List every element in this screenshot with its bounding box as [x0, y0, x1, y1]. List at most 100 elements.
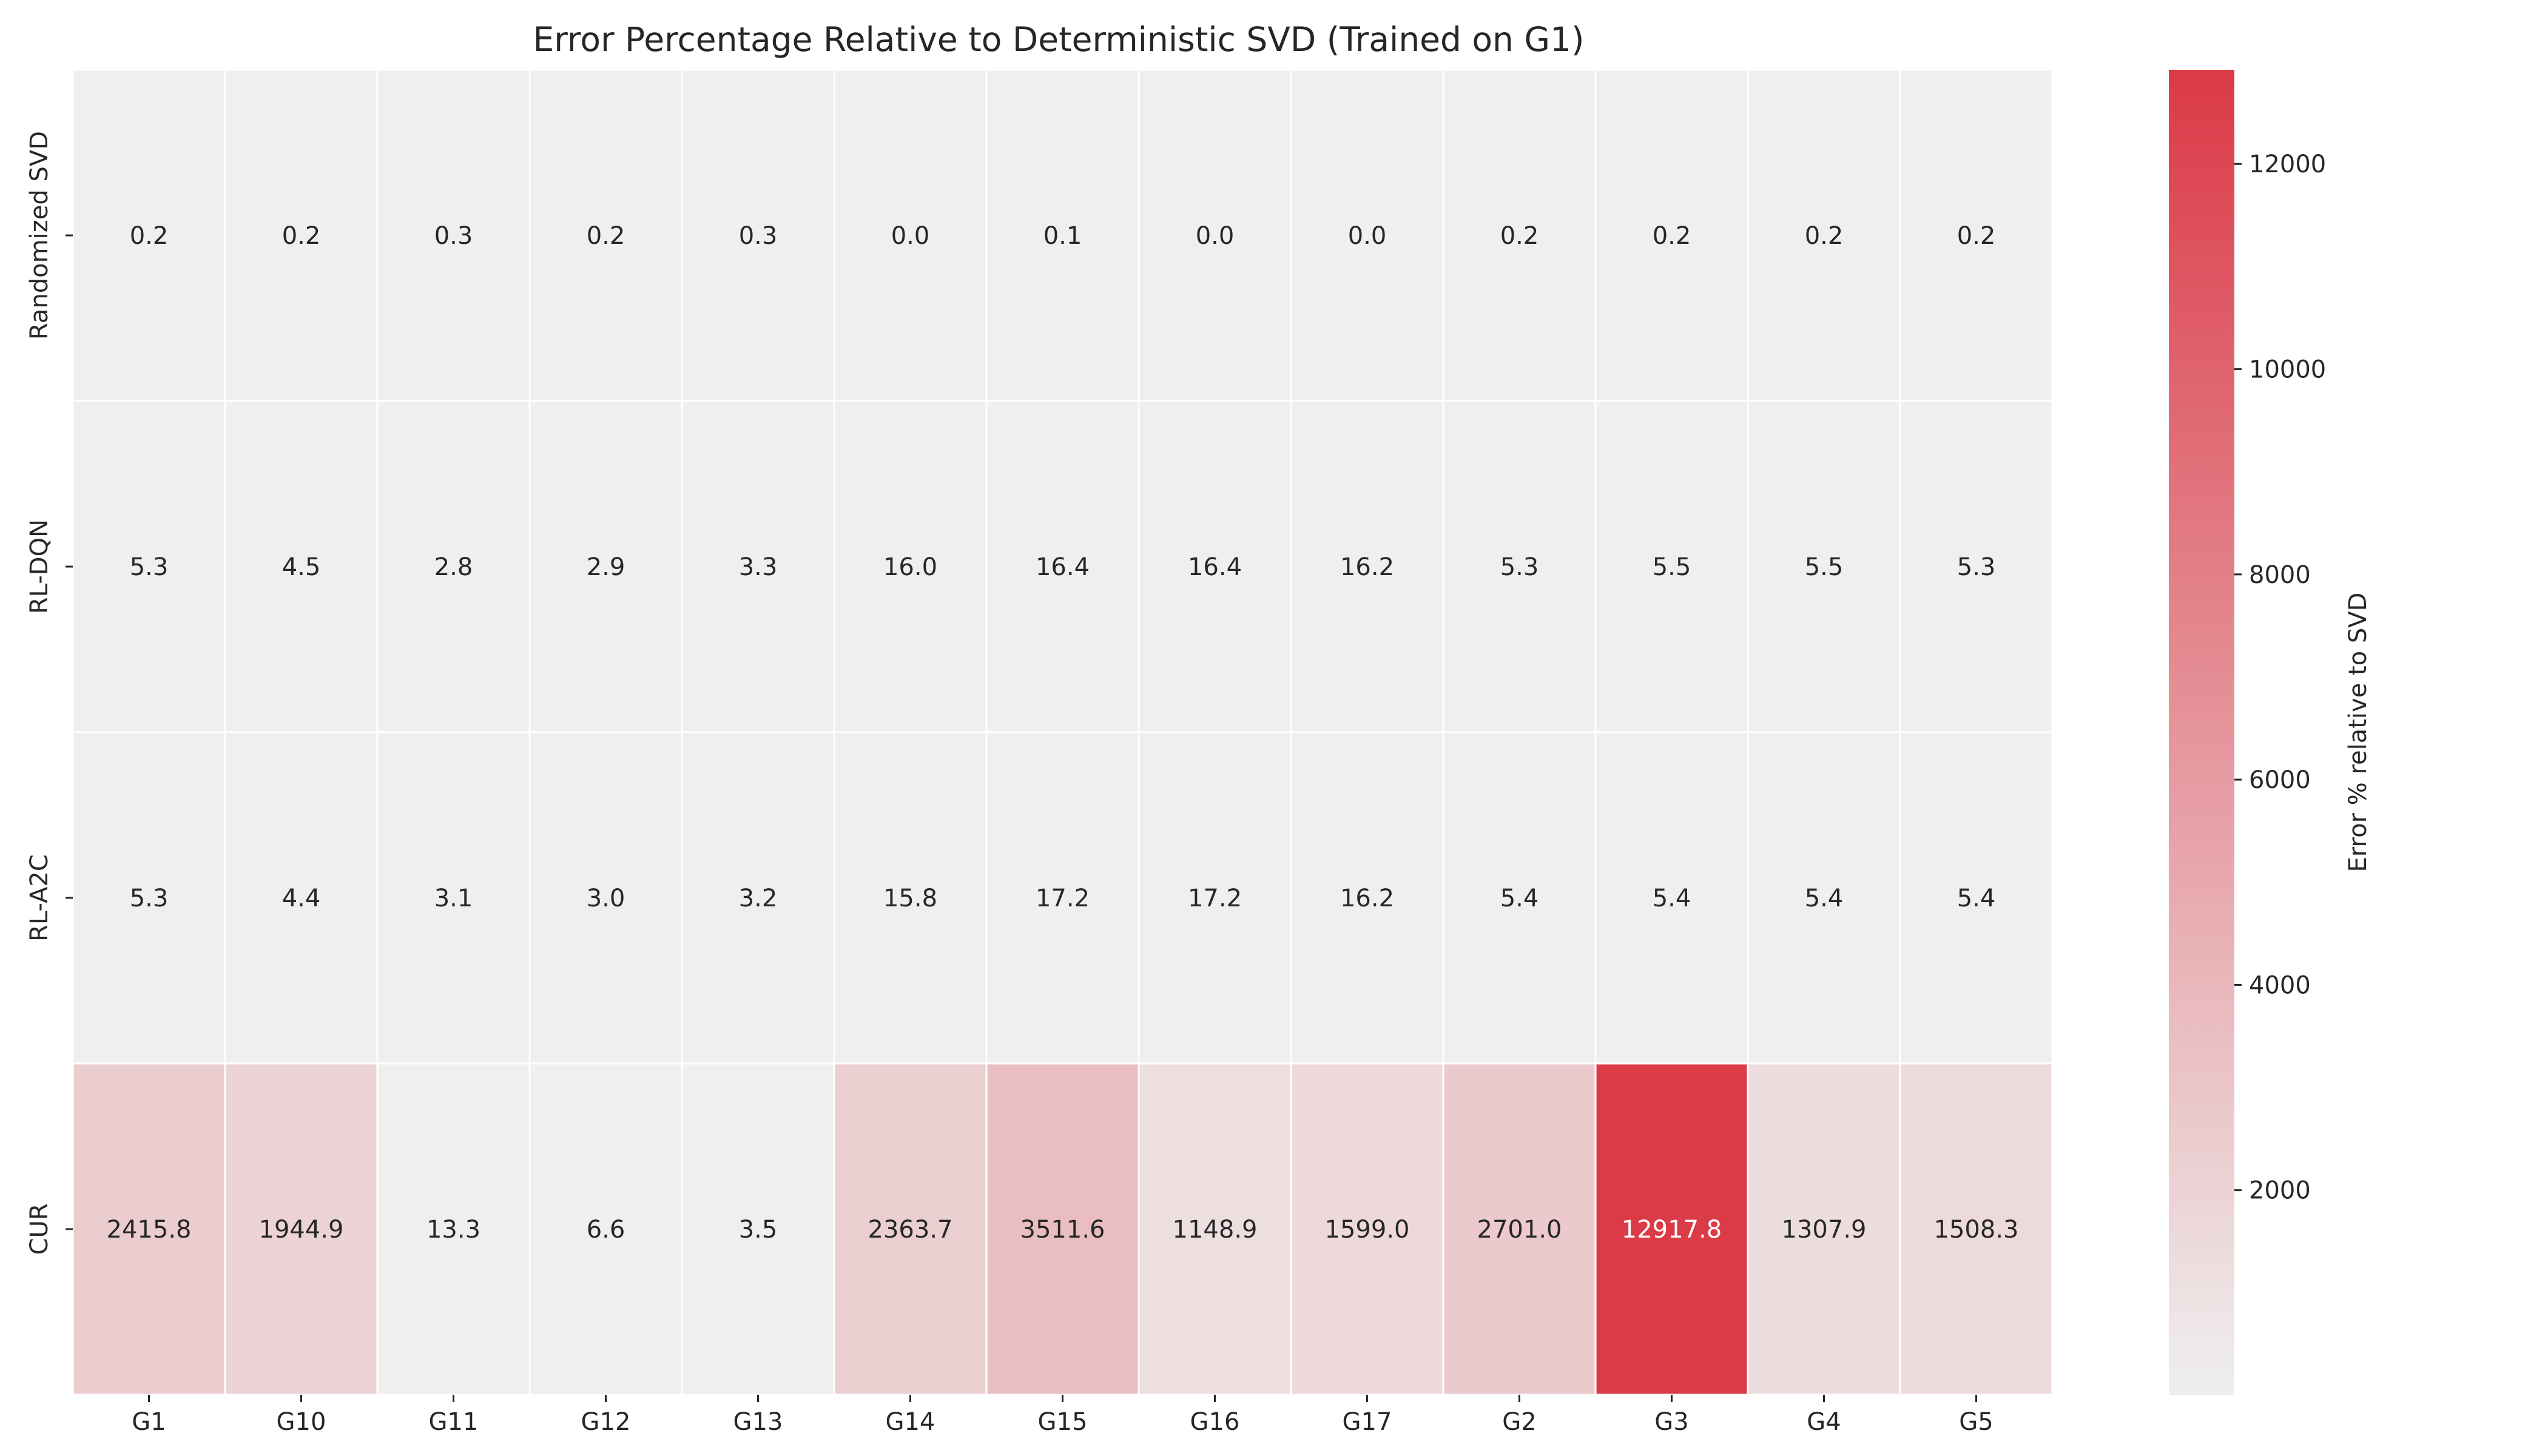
y-tick-label: RL-DQN: [25, 519, 53, 614]
cell-value-label: 0.2: [282, 222, 321, 250]
cell-value-label: 5.4: [1957, 885, 1996, 912]
colorbar-label: Error % relative to SVD: [2344, 593, 2372, 872]
cell-value-label: 0.2: [1653, 222, 1691, 250]
heatmap-cell: [376, 69, 531, 402]
heatmap-cell: [1594, 1062, 1749, 1396]
heatmap-cell: [1138, 400, 1292, 733]
cell-value-label: 5.4: [1653, 885, 1691, 912]
heatmap-cell: [72, 731, 226, 1065]
cell-value-label: 5.4: [1500, 885, 1539, 912]
heatmap-cell: [1899, 1062, 2054, 1396]
heatmap-cell: [224, 400, 379, 733]
x-tick-label: G13: [733, 1408, 783, 1436]
cell-value-label: 0.0: [1348, 222, 1387, 250]
cell-value-label: 0.2: [587, 222, 625, 250]
heatmap-cell: [72, 400, 226, 733]
cell-value-label: 4.5: [282, 553, 321, 581]
chart-title: Error Percentage Relative to Determinist…: [533, 20, 1585, 59]
heatmap-cell: [376, 400, 531, 733]
colorbar-tick-label: 12000: [2249, 150, 2326, 178]
x-tick-label: G17: [1343, 1408, 1392, 1436]
cell-value-label: 0.3: [739, 222, 778, 250]
y-tick-label: Randomized SVD: [25, 131, 53, 340]
x-tick-label: G12: [581, 1408, 631, 1436]
y-axis-labels: Randomized SVD RL-DQN RL-A2C CUR: [25, 131, 73, 1255]
cell-value-label: 2415.8: [107, 1216, 192, 1244]
heatmap-cell: [1290, 1062, 1444, 1396]
cell-value-label: 13.3: [426, 1216, 480, 1244]
heatmap-cell: [72, 1062, 226, 1396]
cell-value-label: 5.3: [130, 885, 169, 912]
cell-value-label: 5.5: [1653, 553, 1691, 581]
heatmap-cell: [833, 1062, 988, 1396]
heatmap-cells: 0.2 0.2 0.3 0.2 0.3 0.0 0.1 0.0 0.0 0.2 0.2 0.2 0.2 5…: [72, 69, 2054, 1396]
cell-value-label: 0.0: [1196, 222, 1235, 250]
y-tick-label: RL-A2C: [25, 854, 53, 942]
heatmap-cell: [1899, 731, 2054, 1065]
heatmap-cell: [224, 69, 379, 402]
colorbar-ticks: 2000 4000 6000 8000 10000 12000: [2234, 150, 2326, 1205]
heatmap-cell: [528, 400, 683, 733]
cell-value-label: 1944.9: [259, 1216, 344, 1244]
heatmap-cell: [1442, 400, 1597, 733]
cell-value-label: 1307.9: [1782, 1216, 1867, 1244]
cell-value-label: 3.1: [434, 885, 473, 912]
cell-value-label: 1148.9: [1173, 1216, 1258, 1244]
heatmap-cell: [528, 1062, 683, 1396]
heatmap-cell: [1747, 400, 1901, 733]
cell-value-label: 16.4: [1036, 553, 1090, 581]
heatmap-cell: [376, 731, 531, 1065]
heatmap-cell: [681, 731, 835, 1065]
colorbar-tick-label: 2000: [2249, 1177, 2311, 1205]
cell-value-label: 2363.7: [868, 1216, 953, 1244]
x-tick-label: G10: [277, 1408, 326, 1436]
colorbar-tick-label: 8000: [2249, 561, 2311, 589]
cell-value-label: 5.3: [1500, 553, 1539, 581]
heatmap-cell: [1290, 731, 1444, 1065]
cell-value-label: 3.0: [587, 885, 625, 912]
cell-value-label: 5.3: [1957, 553, 1996, 581]
x-tick-label: G14: [886, 1408, 935, 1436]
cell-value-label: 2.9: [587, 553, 625, 581]
heatmap-cell: [72, 69, 226, 402]
cell-value-label: 15.8: [883, 885, 937, 912]
cell-value-label: 5.5: [1805, 553, 1844, 581]
heatmap-cell: [1899, 69, 2054, 402]
x-axis-labels: G1 G10 G11 G12 G13 G14 G15 G16 G17 G2 G3 G4 G5: [132, 1395, 1994, 1436]
x-tick-label: G5: [1959, 1408, 1993, 1436]
heatmap-cell: [985, 400, 1140, 733]
cell-value-label: 16.2: [1340, 553, 1394, 581]
heatmap-cell: [681, 400, 835, 733]
cell-value-label: 0.2: [1957, 222, 1996, 250]
cell-value-label: 6.6: [587, 1216, 625, 1244]
cell-value-label: 2701.0: [1477, 1216, 1562, 1244]
heatmap-cell: [833, 400, 988, 733]
heatmap-cell: [1442, 731, 1597, 1065]
heatmap-cell: [1442, 1062, 1597, 1396]
colorbar: 2000 4000 6000 8000 10000 12000 Error % relat…: [2169, 70, 2372, 1395]
heatmap-cell: [376, 1062, 531, 1396]
colorbar-tick-label: 10000: [2249, 356, 2326, 384]
cell-value-label: 0.3: [434, 222, 473, 250]
cell-value-label: 0.1: [1043, 222, 1082, 250]
heatmap-cell: [1747, 1062, 1901, 1396]
cell-value-label: 12917.8: [1622, 1216, 1722, 1244]
cell-value-label: 1508.3: [1934, 1216, 2019, 1244]
heatmap-cell: [985, 1062, 1140, 1396]
cell-value-label: 0.2: [130, 222, 169, 250]
cell-value-label: 5.3: [130, 553, 169, 581]
heatmap-cell: [1899, 400, 2054, 733]
y-tick-label: CUR: [25, 1204, 53, 1255]
cell-value-label: 3.2: [739, 885, 778, 912]
cell-value-label: 3.5: [739, 1216, 778, 1244]
cell-value-label: 5.4: [1805, 885, 1844, 912]
cell-value-label: 3511.6: [1020, 1216, 1105, 1244]
cell-value-label: 17.2: [1188, 885, 1242, 912]
x-tick-label: G4: [1807, 1408, 1841, 1436]
cell-value-label: 16.2: [1340, 885, 1394, 912]
cell-value-label: 2.8: [434, 553, 473, 581]
cell-value-label: 0.2: [1500, 222, 1539, 250]
x-tick-label: G1: [132, 1408, 166, 1436]
x-tick-label: G11: [429, 1408, 479, 1436]
